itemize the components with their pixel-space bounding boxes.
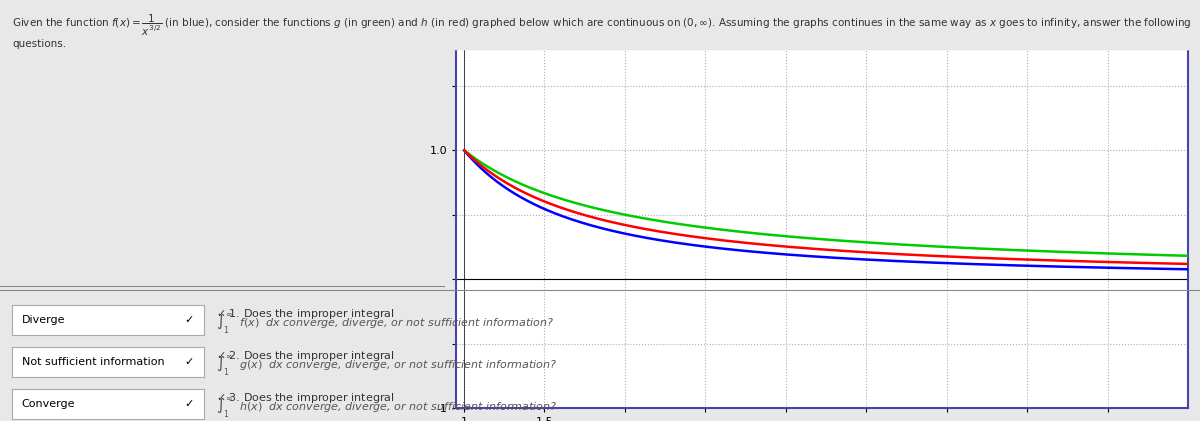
Text: ✓: ✓: [184, 315, 193, 325]
Text: ✓: ✓: [184, 399, 193, 409]
Text: $\checkmark$ 2. Does the improper integral: $\checkmark$ 2. Does the improper integr…: [216, 349, 395, 363]
Text: ✓: ✓: [184, 357, 193, 367]
Text: Given the function $f(x) = \dfrac{1}{x^{3/2}}$ (in blue), consider the functions: Given the function $f(x) = \dfrac{1}{x^{…: [12, 13, 1192, 49]
Text: $\checkmark$ 1. Does the improper integral: $\checkmark$ 1. Does the improper integr…: [216, 306, 395, 321]
Text: $\int_1^{\infty}$  $h(x)$  $dx$ converge, diverge, or not sufficient information: $\int_1^{\infty}$ $h(x)$ $dx$ converge, …: [216, 396, 558, 421]
Text: Diverge: Diverge: [22, 315, 65, 325]
Text: $\checkmark$ 3. Does the improper integral: $\checkmark$ 3. Does the improper integr…: [216, 391, 395, 405]
Text: $\int_1^{\infty}$  $g(x)$  $dx$ converge, diverge, or not sufficient information: $\int_1^{\infty}$ $g(x)$ $dx$ converge, …: [216, 354, 558, 378]
Text: Not sufficient information: Not sufficient information: [22, 357, 164, 367]
Text: Converge: Converge: [22, 399, 76, 409]
Text: $\int_1^{\infty}$  $f(x)$  $dx$ converge, diverge, or not sufficient information: $\int_1^{\infty}$ $f(x)$ $dx$ converge, …: [216, 312, 554, 336]
